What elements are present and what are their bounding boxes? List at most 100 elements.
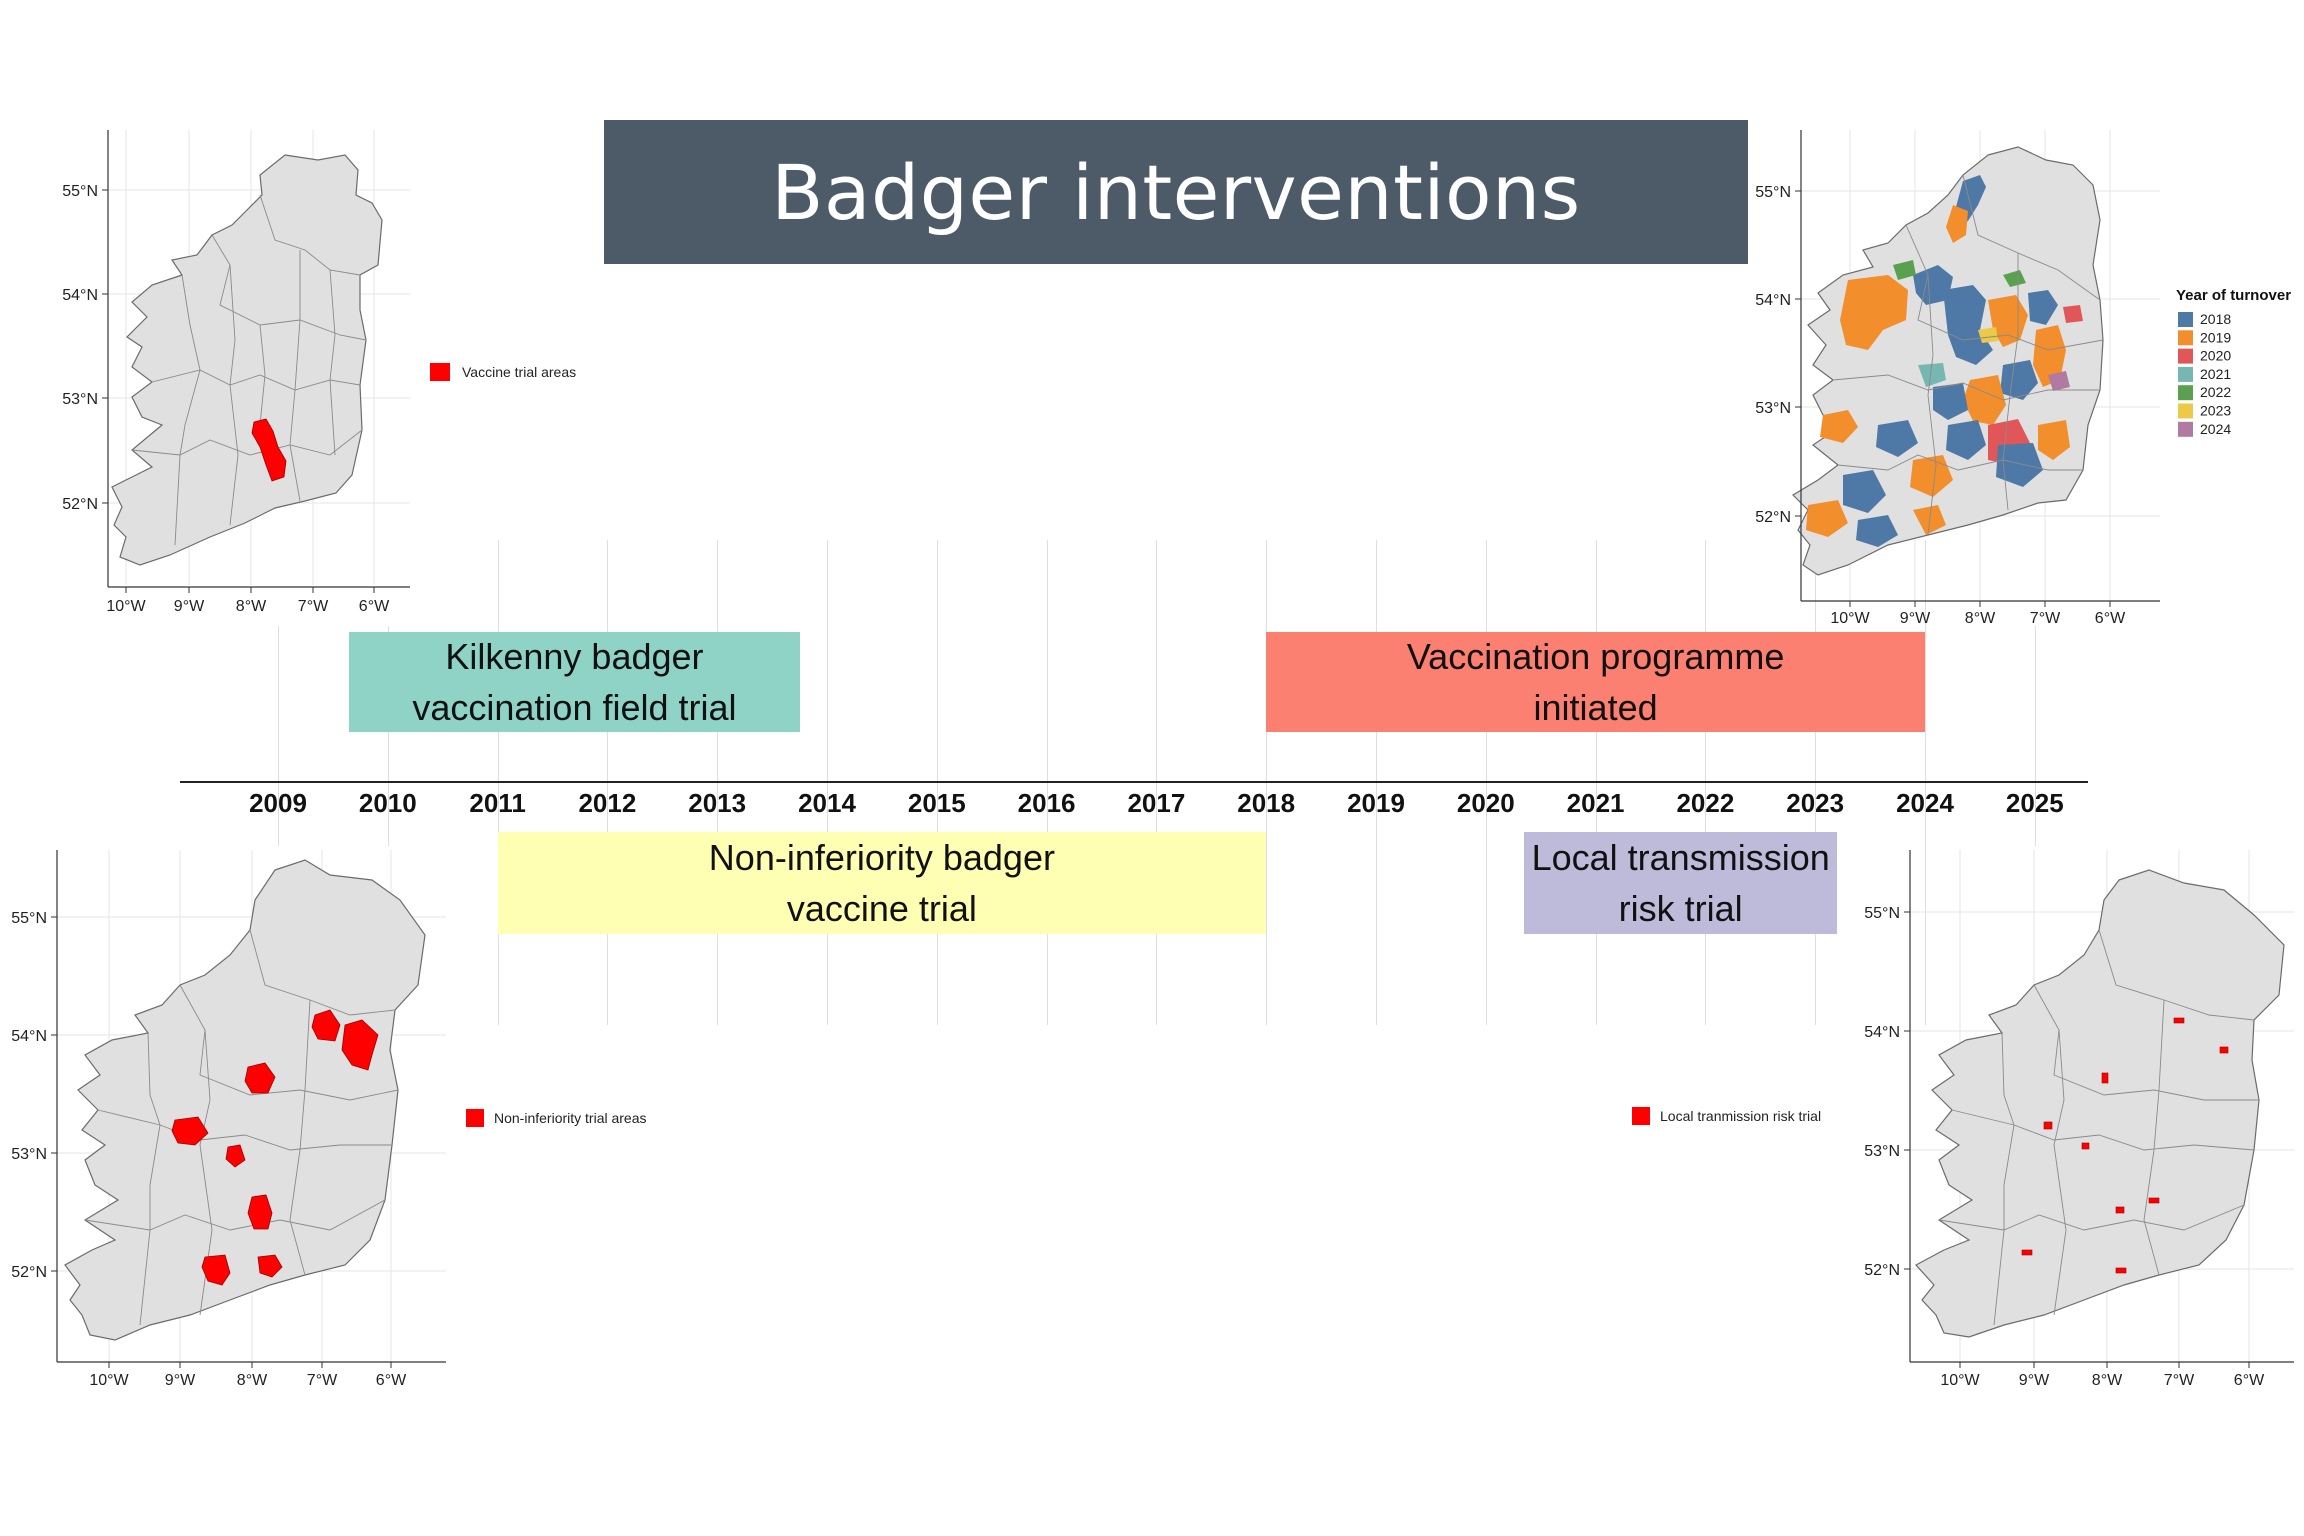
local-trial-areas <box>2021 1017 2229 1274</box>
year-label: 2020 <box>1456 788 1515 818</box>
lon-label: 7°W <box>2030 610 2061 627</box>
lon-label: 6°W <box>359 598 390 615</box>
lon-label: 9°W <box>165 1372 196 1389</box>
lat-label: 53°N <box>62 391 98 408</box>
event-noninferiority: Non-inferiority badger vaccine trial <box>497 832 1267 934</box>
lon-label: 6°W <box>2234 1372 2265 1389</box>
turnover-areas <box>1806 175 2083 547</box>
event-noninferiority-line-1: Non-inferiority badger <box>708 837 1055 878</box>
lon-label: 10°W <box>106 598 146 615</box>
ireland-landmass <box>64 859 426 1341</box>
lon-label: 9°W <box>174 598 205 615</box>
legend-label: 2020 <box>2200 348 2231 364</box>
lat-label: 54°N <box>62 287 98 304</box>
event-noninferiority-line-2: vaccine trial <box>786 888 977 929</box>
legend-label: 2023 <box>2200 403 2231 419</box>
year-label: 2018 <box>1237 788 1296 818</box>
timeline-axis <box>180 781 2088 783</box>
legend-label: 2021 <box>2200 366 2231 382</box>
lat-label: 53°N <box>1864 1143 1900 1160</box>
lon-label: 8°W <box>1965 610 1996 627</box>
year-label: 2015 <box>907 788 966 818</box>
legend-swatch <box>2178 330 2193 346</box>
latitude-ticks: 55°N 54°N 53°N 52°N <box>62 183 108 513</box>
event-kilkenny-line-1: Kilkenny badger <box>445 636 704 677</box>
lon-label: 7°W <box>307 1372 338 1389</box>
lon-label: 8°W <box>237 1372 268 1389</box>
year-label: 2017 <box>1127 788 1186 818</box>
timeline-gridline <box>387 626 389 846</box>
lat-label: 52°N <box>1755 509 1791 526</box>
legend-label: Non-inferiority trial areas <box>494 1110 647 1126</box>
latitude-ticks: 55°N 54°N 53°N 52°N <box>1755 184 1801 526</box>
map-noninferiority-trial: 55°N 54°N 53°N 52°N 10°W 9°W 8°W 7°W 6°W <box>11 850 446 1389</box>
longitude-ticks: 10°W 9°W 8°W 7°W 6°W <box>106 587 390 615</box>
lat-label: 52°N <box>11 1264 47 1281</box>
map-vaccine-trial: 55°N 54°N 53°N 52°N 10°W 9°W 8°W 7°W 6°W <box>62 130 410 615</box>
legend-swatch <box>1632 1107 1650 1125</box>
legend-title: Year of turnover <box>2176 287 2291 304</box>
event-kilkenny-line-2: vaccination field trial <box>412 687 737 728</box>
title-banner: Badger interventions <box>604 120 1748 264</box>
legend-items: 2018 2019 2020 2021 2022 2023 2024 <box>2178 311 2231 437</box>
lon-label: 10°W <box>1940 1372 1980 1389</box>
lon-label: 8°W <box>2092 1372 2123 1389</box>
legend-vaccine-trial: Vaccine trial areas <box>430 363 576 381</box>
latitude-ticks: 55°N 54°N 53°N 52°N <box>1864 905 1910 1279</box>
county-boundaries <box>1832 174 2104 536</box>
event-programme: Vaccination programme initiated <box>1266 632 1925 732</box>
year-label: 2012 <box>578 788 637 818</box>
noninferiority-areas <box>171 1009 379 1286</box>
ireland-landmass <box>1915 869 2285 1338</box>
year-label: 2021 <box>1566 788 1625 818</box>
lat-label: 52°N <box>1864 1262 1900 1279</box>
year-label: 2009 <box>249 788 307 818</box>
lon-label: 9°W <box>1900 610 1931 627</box>
legend-swatch <box>2178 348 2193 364</box>
legend-local-transmission-trial: Local tranmission risk trial <box>1632 1107 1821 1125</box>
event-programme-line-1: Vaccination programme <box>1406 636 1785 677</box>
vaccine-trial-area <box>251 418 287 482</box>
county-boundaries <box>1938 929 2259 1326</box>
lon-label: 9°W <box>2019 1372 2050 1389</box>
map-year-of-turnover: 55°N 54°N 53°N 52°N 10°W 9°W 8°W 7°W 6°W <box>1755 130 2160 627</box>
event-local-line-1: Local transmission <box>1531 837 1830 878</box>
lat-label: 55°N <box>11 910 47 927</box>
year-label: 2011 <box>469 788 526 818</box>
legend-swatch <box>2178 366 2193 382</box>
lat-label: 53°N <box>11 1146 47 1163</box>
lat-label: 54°N <box>1864 1024 1900 1041</box>
lon-label: 10°W <box>89 1372 129 1389</box>
legend-noninferiority-trial: Non-inferiority trial areas <box>466 1109 647 1127</box>
lat-label: 54°N <box>11 1028 47 1045</box>
year-label: 2024 <box>1896 788 1954 818</box>
legend-swatch <box>2178 385 2193 401</box>
legend-swatch <box>430 363 450 381</box>
legend-swatch <box>2178 312 2193 327</box>
page-title: Badger interventions <box>771 147 1581 237</box>
longitude-ticks: 10°W 9°W 8°W 7°W 6°W <box>1830 601 2126 627</box>
lat-label: 55°N <box>62 183 98 200</box>
lon-label: 7°W <box>298 598 329 615</box>
event-local: Local transmission risk trial <box>1524 832 1838 934</box>
legend-label: Local tranmission risk trial <box>1660 1108 1821 1124</box>
longitude-ticks: 10°W 9°W 8°W 7°W 6°W <box>89 1362 407 1389</box>
legend-swatch <box>2178 403 2193 419</box>
year-label: 2023 <box>1786 788 1845 818</box>
lat-label: 55°N <box>1755 184 1791 201</box>
lon-label: 6°W <box>376 1372 407 1389</box>
legend-label: 2019 <box>2200 329 2231 345</box>
timeline-gridline <box>278 626 279 846</box>
lon-label: 8°W <box>236 598 267 615</box>
lon-label: 6°W <box>2095 610 2126 627</box>
lat-label: 54°N <box>1755 292 1791 309</box>
event-local-line-2: risk trial <box>1618 888 1743 929</box>
event-programme-line-2: initiated <box>1533 687 1658 728</box>
year-label: 2022 <box>1676 788 1735 818</box>
year-label: 2010 <box>358 788 417 818</box>
legend-label: 2022 <box>2200 384 2231 400</box>
lat-label: 55°N <box>1864 905 1900 922</box>
county-boundaries <box>131 194 367 546</box>
longitude-ticks: 10°W 9°W 8°W 7°W 6°W <box>1940 1362 2265 1389</box>
